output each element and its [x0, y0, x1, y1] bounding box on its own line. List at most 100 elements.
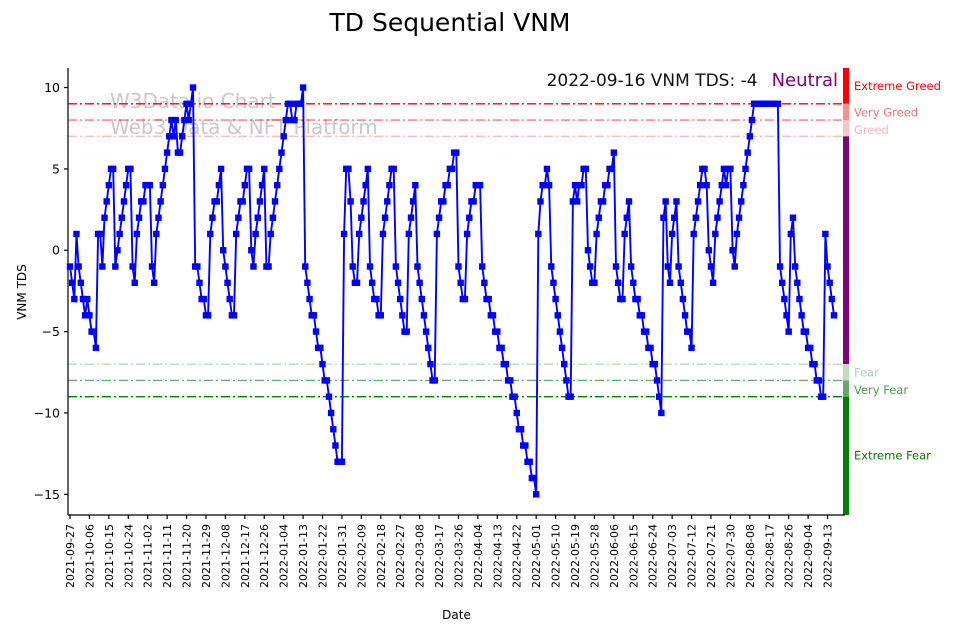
data-point-marker: [425, 344, 432, 352]
x-tick-label: 2022-08-26: [783, 524, 796, 588]
data-point-marker: [353, 279, 361, 286]
data-point-marker: [586, 263, 594, 270]
y-tick-label: −5: [42, 324, 60, 339]
x-axis-label: Date: [442, 608, 471, 622]
data-point-marker: [543, 165, 551, 173]
data-point-marker: [481, 279, 488, 286]
data-point-marker: [740, 181, 747, 189]
data-point-marker: [593, 230, 600, 238]
band-label: Extreme Fear: [854, 448, 931, 462]
data-point-marker: [155, 214, 162, 221]
data-point-marker: [703, 181, 710, 189]
data-point-marker: [241, 181, 249, 189]
data-point-marker: [737, 198, 745, 205]
data-point-marker: [286, 100, 294, 107]
x-tick-label: 2022-02-27: [394, 524, 407, 588]
data-point-marker: [403, 328, 410, 335]
x-tick-label: 2021-11-11: [161, 524, 174, 588]
data-point-marker: [824, 263, 831, 270]
data-point-marker: [614, 279, 622, 286]
data-point-marker: [131, 279, 138, 286]
sentiment-band-very-fear: [843, 380, 849, 397]
data-point-marker: [325, 393, 333, 400]
data-point-marker: [338, 458, 346, 465]
data-point-marker: [627, 263, 635, 270]
x-tick-label: 2021-11-29: [200, 524, 213, 588]
data-point-marker: [612, 263, 620, 270]
data-point-marker: [463, 230, 471, 238]
data-point-marker: [407, 214, 415, 221]
x-tick-label: 2022-03-17: [433, 524, 446, 588]
data-point-marker: [567, 393, 574, 400]
x-tick-label: 2022-07-03: [666, 524, 679, 588]
data-point-marker: [440, 198, 447, 205]
data-point-marker: [86, 312, 93, 319]
data-point-marker: [433, 230, 441, 238]
data-point-marker: [304, 279, 311, 286]
data-point-marker: [232, 230, 240, 238]
x-tick-label: 2022-08-08: [744, 524, 757, 588]
data-point-marker: [563, 377, 570, 384]
data-point-marker: [269, 214, 277, 221]
data-point-marker: [675, 263, 682, 270]
data-point-marker: [220, 247, 227, 254]
data-point-marker: [489, 312, 497, 319]
data-point-marker: [712, 230, 719, 238]
data-point-marker: [548, 263, 555, 270]
y-tick-label: 0: [52, 243, 60, 258]
data-point-marker: [822, 230, 829, 238]
x-tick-label: 2021-11-02: [142, 524, 155, 588]
data-point-marker: [796, 295, 803, 303]
data-point-marker: [610, 149, 618, 156]
data-point-marker: [623, 214, 631, 221]
data-point-marker: [653, 377, 661, 384]
data-point-marker: [252, 230, 259, 238]
data-point-marker: [267, 230, 274, 238]
data-point-marker: [373, 295, 380, 303]
data-point-marker: [256, 198, 264, 205]
data-point-marker: [204, 312, 212, 319]
data-point-marker: [340, 230, 348, 238]
data-point-marker: [811, 360, 818, 368]
data-point-marker: [368, 279, 376, 286]
data-point-marker: [494, 328, 501, 335]
data-point-marker: [170, 133, 177, 140]
data-point-marker: [448, 165, 456, 173]
data-point-marker: [172, 116, 179, 124]
x-tick-label: 2021-10-06: [83, 524, 96, 588]
x-tick-label: 2022-01-31: [336, 524, 349, 588]
data-point-marker: [658, 409, 665, 417]
data-point-marker: [498, 344, 505, 352]
data-point-marker: [815, 377, 823, 384]
data-point-marker: [347, 198, 354, 205]
data-point-marker: [349, 263, 356, 270]
data-point-marker: [731, 263, 738, 270]
data-point-marker: [114, 247, 121, 254]
data-point-marker: [250, 263, 257, 270]
data-point-marker: [453, 149, 460, 156]
data-point-marker: [461, 295, 469, 303]
x-tick-label: 2022-08-17: [763, 524, 776, 588]
data-point-marker: [75, 263, 82, 270]
data-point-marker: [476, 181, 484, 189]
data-point-marker: [643, 328, 650, 335]
data-point-marker: [416, 279, 423, 286]
x-tick-label: 2022-04-04: [472, 524, 485, 588]
data-point-marker: [127, 165, 134, 173]
data-point-marker: [355, 230, 363, 238]
data-point-marker: [392, 263, 400, 270]
data-point-marker: [595, 214, 602, 221]
data-point-marker: [621, 230, 628, 238]
data-point-marker: [282, 116, 290, 124]
data-point-marker: [213, 198, 220, 205]
data-point-marker: [571, 181, 579, 189]
data-point-marker: [692, 214, 700, 221]
data-point-marker: [302, 263, 309, 270]
data-point-marker: [591, 279, 598, 286]
data-point-marker: [742, 165, 749, 173]
sentiment-band-extreme-fear: [843, 396, 849, 515]
data-point-marker: [517, 426, 525, 433]
data-point-marker: [399, 312, 406, 319]
data-point-marker: [265, 263, 272, 270]
x-tick-label: 2022-06-15: [627, 524, 640, 588]
